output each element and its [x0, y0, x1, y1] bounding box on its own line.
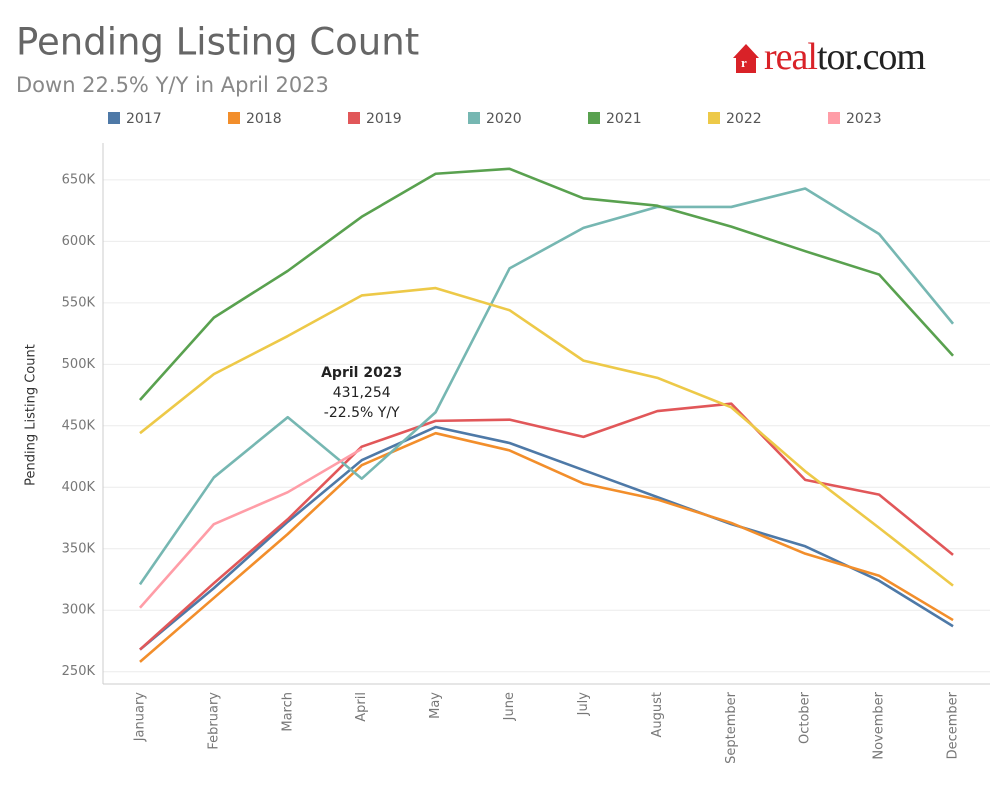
chart-subtitle: Down 22.5% Y/Y in April 2023 [16, 73, 329, 97]
x-tick-label: January [132, 692, 147, 743]
y-tick-label: 250K [62, 664, 96, 679]
x-tick-label: May [428, 692, 443, 719]
x-tick-label: August [650, 692, 665, 738]
legend-swatch [588, 112, 600, 124]
series-line [138, 187, 955, 586]
legend-swatch [708, 112, 720, 124]
logo-text: realtor.com [764, 36, 925, 78]
legend-label: 2023 [846, 111, 882, 127]
x-tick-label: March [280, 692, 295, 732]
x-tick-label: June [502, 692, 517, 721]
logo-text-part: tor.com [817, 36, 925, 78]
x-tick-label: September [724, 691, 739, 764]
legend-swatch [468, 112, 480, 124]
logo: r realtor.com [733, 36, 926, 78]
x-tick-label: April [354, 692, 369, 722]
annotation-text: 431,254 [333, 385, 391, 401]
series-line [139, 425, 954, 651]
series-line [138, 167, 955, 401]
logo-text-part: real [764, 36, 817, 78]
legend-label: 2020 [486, 111, 522, 127]
y-tick-label: 650K [62, 172, 96, 187]
x-tick-label: December [946, 691, 961, 759]
legend-label: 2018 [246, 111, 282, 127]
y-tick-label: 300K [62, 603, 96, 618]
y-tick-label: 350K [62, 541, 96, 556]
legend-label: 2019 [366, 111, 402, 127]
annotation-text: April 2023 [321, 365, 402, 381]
series-line [139, 286, 954, 587]
chart-title: Pending Listing Count [16, 21, 419, 64]
legend-swatch [828, 112, 840, 124]
legend-label: 2022 [726, 111, 762, 127]
series-line [138, 447, 363, 609]
annotation-text: -22.5% Y/Y [324, 405, 400, 421]
y-tick-label: 400K [62, 480, 96, 495]
y-axis-label: Pending Listing Count [24, 344, 39, 486]
legend-label: 2017 [126, 111, 162, 127]
series-line [139, 402, 954, 651]
x-tick-label: February [206, 692, 221, 750]
x-tick-label: November [872, 691, 887, 759]
x-tick-label: October [798, 691, 813, 744]
logo-icon [733, 44, 759, 73]
series-line [139, 431, 954, 663]
y-tick-label: 600K [62, 234, 96, 249]
y-tick-label: 550K [62, 295, 96, 310]
y-tick-label: 500K [62, 357, 96, 372]
legend-label: 2021 [606, 111, 642, 127]
logo-icon-letter: r [741, 55, 747, 70]
legend-swatch [228, 112, 240, 124]
legend-swatch [348, 112, 360, 124]
legend-swatch [108, 112, 120, 124]
y-tick-label: 450K [62, 418, 96, 433]
x-tick-label: July [576, 692, 591, 717]
